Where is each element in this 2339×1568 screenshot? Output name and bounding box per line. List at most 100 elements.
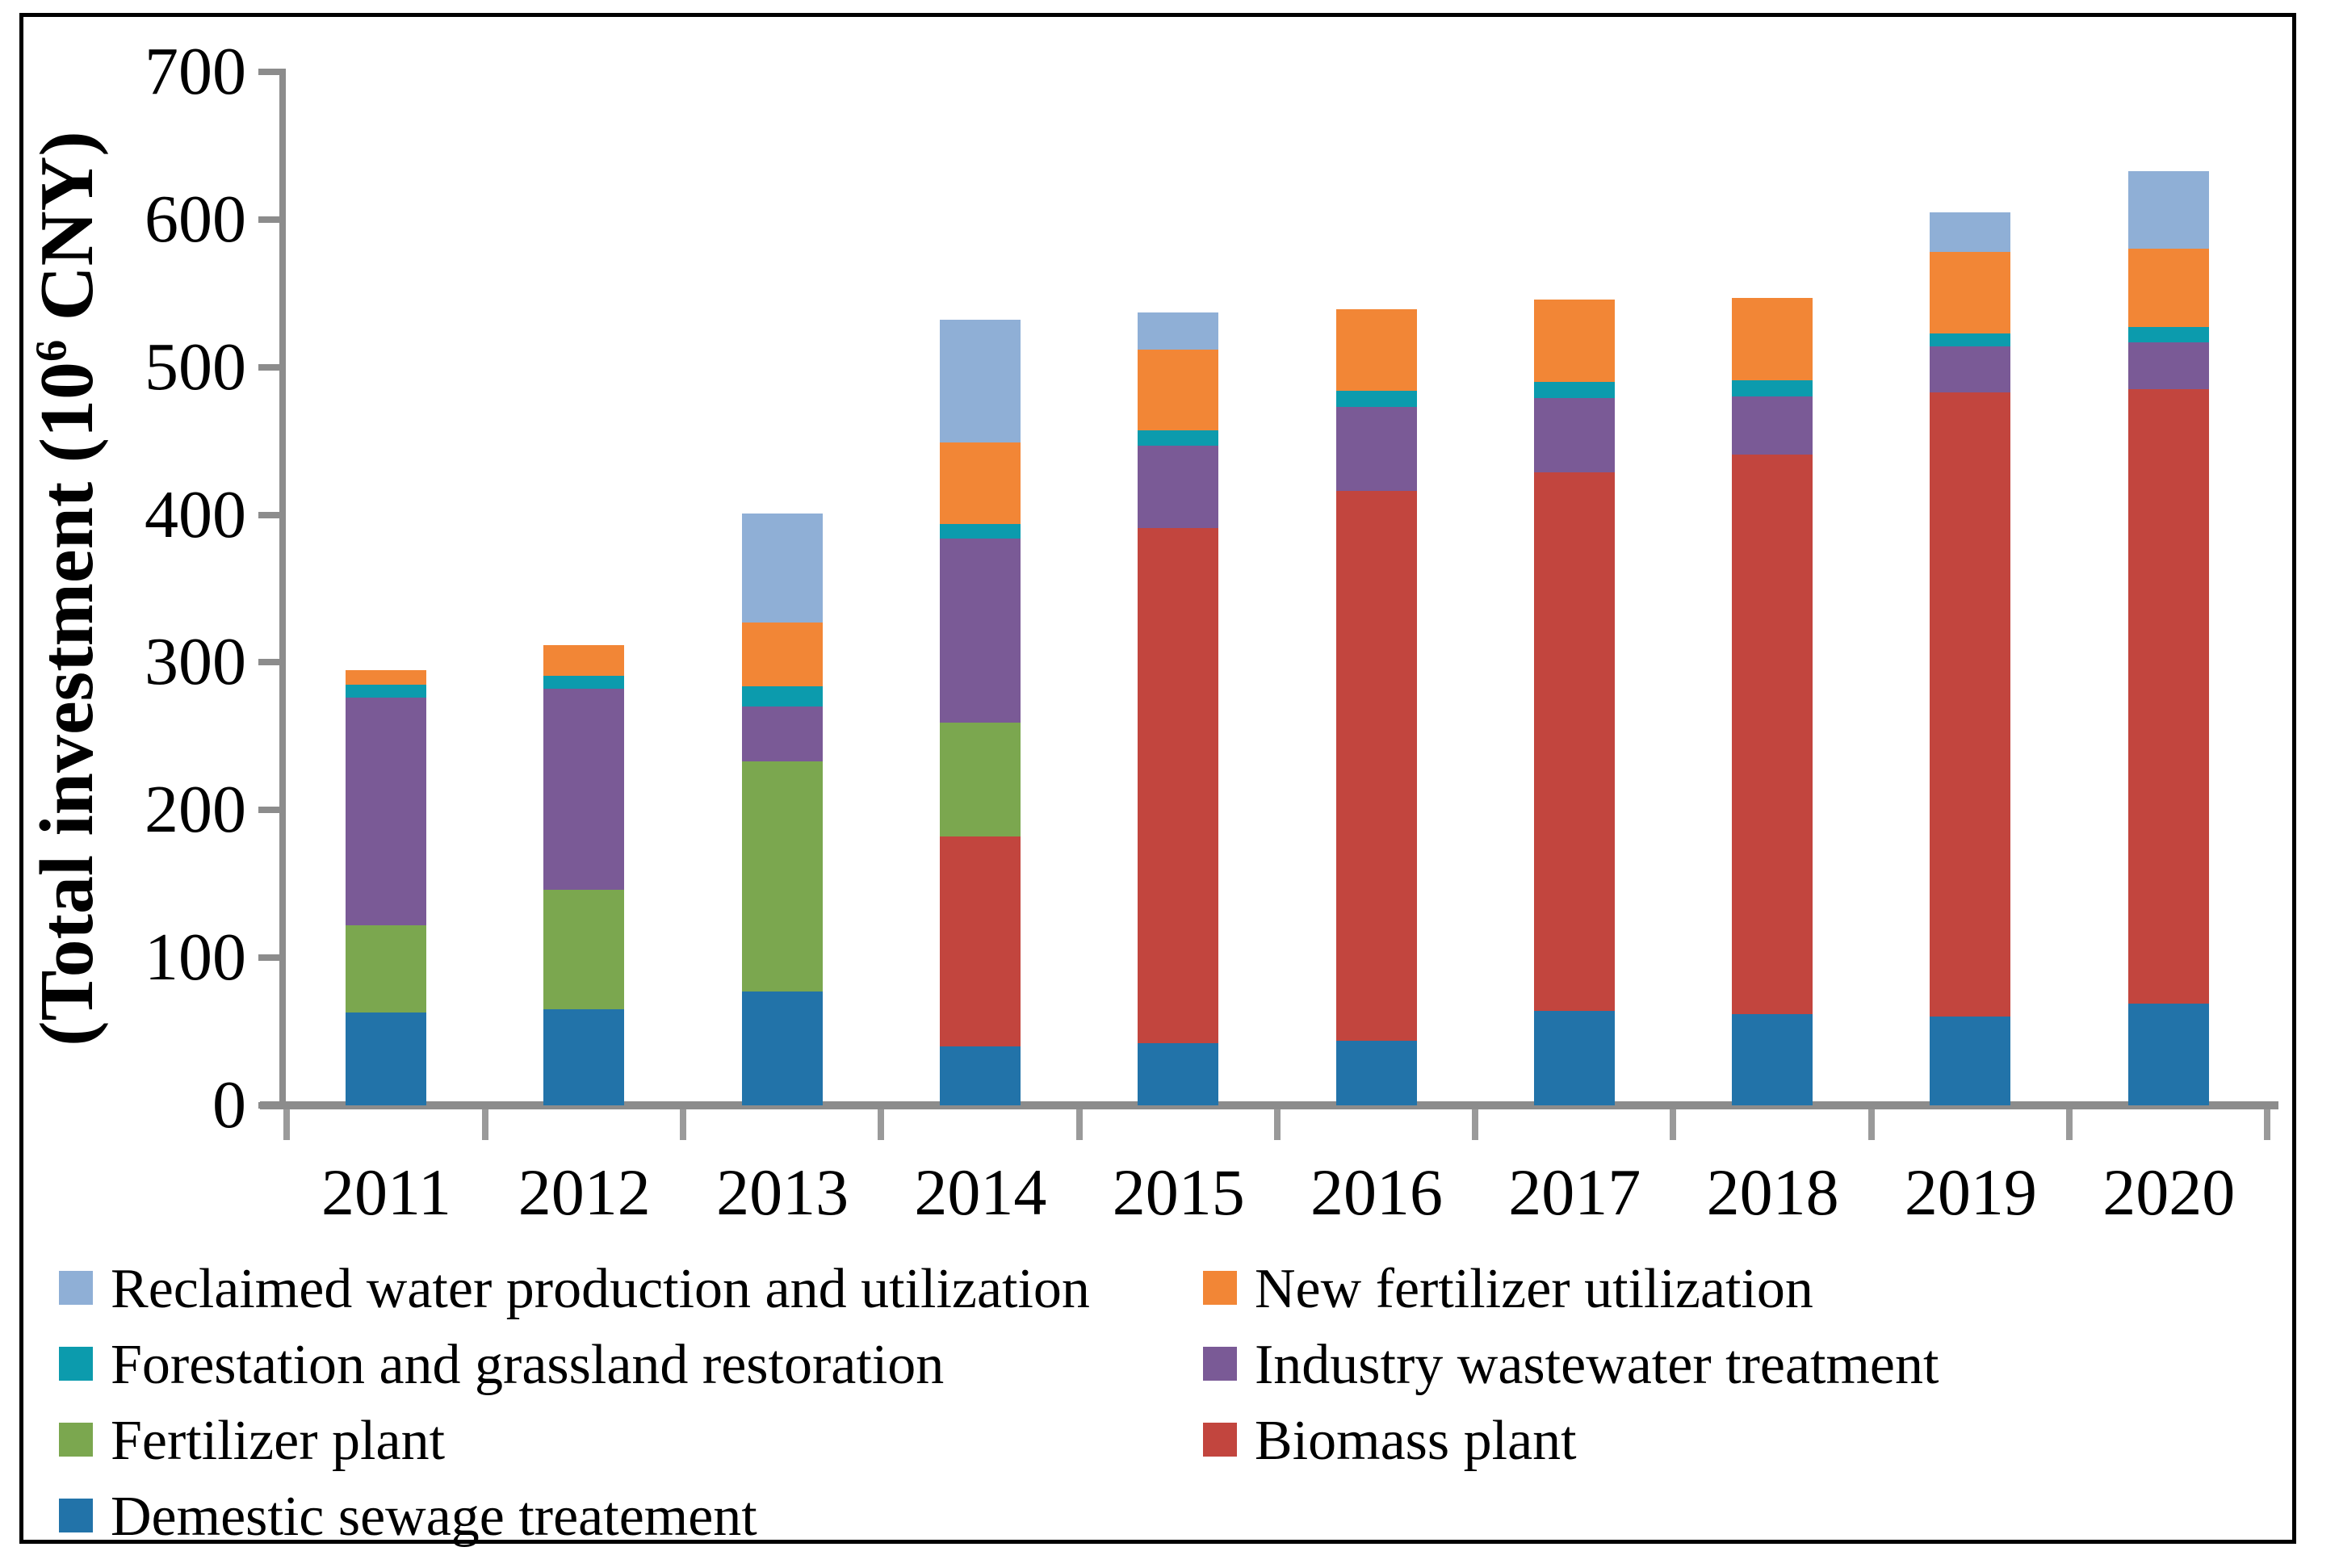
legend-swatch-icon [1203,1271,1237,1305]
legend-item: Forestation and grassland restoration [59,1335,1090,1411]
bar-segment [1732,396,1813,455]
legend-label: New fertilizer utilization [1255,1258,1813,1320]
bar-segment [346,698,426,925]
bar-segment [1533,472,1615,1011]
x-tick-mark [1472,1109,1479,1140]
legend-swatch-icon [59,1347,93,1381]
x-tick-mark [2264,1109,2271,1140]
y-tick-label: 400 [145,476,246,552]
bar-segment [1930,333,2011,347]
bar-segment [1335,390,1417,408]
bar-segment [1930,1017,2011,1105]
stacked-bar-2014 [939,320,1021,1105]
y-tick-label: 500 [145,329,246,405]
x-tick-mark [1670,1109,1677,1140]
y-axis-title: (Total investment (106 CNY) [23,131,111,1046]
x-tick-label: 2019 [1904,1155,2037,1229]
y-tick-mark [258,659,279,666]
bar-segment [1533,1010,1615,1105]
bar-segment [741,513,823,623]
bar-segment [543,644,625,676]
x-tick-label: 2014 [914,1155,1047,1229]
y-tick-label: 700 [145,33,246,109]
legend-item: Industry wastewater treatment [1203,1335,1939,1411]
stacked-bar-2015 [1138,312,1219,1105]
bar-segment [2127,389,2209,1004]
legend-swatch-icon [1203,1423,1237,1457]
x-tick-label: 2011 [321,1155,451,1229]
bar-segment [939,538,1021,723]
bar-segment [741,706,823,761]
bar-segment [939,836,1021,1046]
bar-segment [741,761,823,992]
x-tick-label: 2016 [1310,1155,1443,1229]
bar-segment [939,442,1021,524]
y-tick-mark [258,954,279,962]
x-tick-mark [283,1109,291,1140]
bar-segment [1732,380,1813,397]
legend-item: New fertilizer utilization [1203,1260,1939,1335]
legend-item: Fertilizer plant [59,1411,1090,1487]
bar-segment [1138,528,1219,1044]
legend-swatch-icon [59,1271,93,1305]
bar-segment [543,890,625,1010]
stacked-bar-2017 [1533,299,1615,1105]
bar-segment [1732,1013,1813,1105]
bar-segment [1732,297,1813,381]
bar-segment [1930,252,2011,333]
bar-segment [1335,1040,1417,1105]
bar-segment [939,1046,1021,1105]
x-tick-label: 2018 [1706,1155,1839,1229]
stacked-bar-2019 [1930,212,2011,1105]
y-axis-line [279,69,286,1109]
bar-segment [1335,407,1417,492]
x-tick-mark [1273,1109,1281,1140]
bar-segment [939,723,1021,837]
bar-segment [2127,342,2209,390]
stacked-bar-2020 [2127,170,2209,1105]
y-tick-label: 200 [145,772,246,848]
bar-segment [346,684,426,698]
x-axis-line [260,1101,2278,1109]
x-tick-mark [2066,1109,2073,1140]
bar-segment [1138,430,1219,446]
bar-segment [939,320,1021,442]
bar-segment [1138,1043,1219,1105]
bar-segment [1138,445,1219,529]
stacked-bar-2018 [1732,297,1813,1105]
legend-column-right: New fertilizer utilization Industry waste… [1203,1260,1939,1487]
legend-item: Reclaimed water production and utilizati… [59,1260,1090,1335]
y-tick-mark [258,363,279,371]
bar-segment [543,689,625,891]
bar-segment [543,675,625,690]
x-tick-mark [1075,1109,1083,1140]
bar-segment [346,924,426,1012]
y-tick-label: 100 [145,920,246,996]
legend-label: Demestic sewage treatement [111,1486,757,1548]
bar-segment [543,1009,625,1105]
x-tick-mark [878,1109,885,1140]
legend-item: Demestic sewage treatement [59,1487,1090,1563]
legend-column-left: Reclaimed water production and utilizati… [59,1260,1090,1563]
legend-label: Reclaimed water production and utilizati… [111,1258,1090,1320]
bar-segment [1732,454,1813,1014]
legend-label: Industry wastewater treatment [1255,1334,1939,1396]
x-tick-label: 2013 [716,1155,849,1229]
stacked-bar-2016 [1335,309,1417,1105]
legend-item: Biomass plant [1203,1411,1939,1487]
y-tick-label: 0 [212,1067,246,1142]
y-tick-mark [258,1102,279,1109]
bar-segment [939,523,1021,539]
y-tick-mark [258,68,279,75]
x-tick-label: 2020 [2102,1155,2236,1229]
x-tick-mark [679,1109,686,1140]
bar-segment [2127,170,2209,249]
bar-segment [346,669,426,685]
bar-segment [1138,349,1219,431]
bar-segment [1930,346,2011,392]
bar-segment [1138,312,1219,350]
bar-segment [1335,309,1417,391]
x-tick-label: 2015 [1112,1155,1245,1229]
legend-label: Fertilizer plant [111,1410,446,1472]
